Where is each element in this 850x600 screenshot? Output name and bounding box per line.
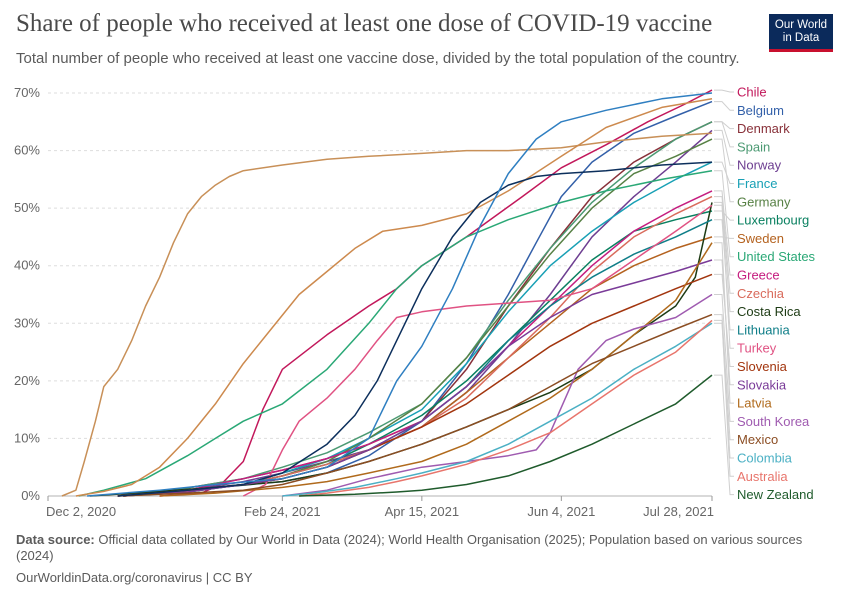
legend-connector	[714, 89, 734, 93]
legend-connector	[714, 138, 734, 203]
series-line	[117, 313, 713, 497]
line-chart: 0% 10% 20% 30% 40% 50% 60% 70% Dec 2, 2020 Feb 2…	[14, 85, 816, 520]
legend-label: Denmark	[737, 121, 790, 136]
legend-label: United States	[737, 249, 816, 264]
series-line	[282, 322, 713, 497]
logo-line-2: in Data	[782, 32, 820, 44]
legend-label: New Zealand	[737, 487, 814, 502]
series-line	[299, 319, 713, 497]
series-lines	[61, 89, 713, 497]
legend-connector	[714, 196, 734, 294]
legend-label: Sweden	[737, 231, 784, 246]
legend-connector	[714, 129, 734, 166]
legend-connector	[714, 201, 734, 313]
y-tick-label: 70%	[14, 85, 40, 100]
legend-label: France	[737, 176, 777, 191]
legend-label: Norway	[737, 158, 782, 173]
legend-label: Spain	[737, 139, 770, 154]
footer-credit[interactable]: OurWorldinData.org/coronavirus | CC BY	[16, 570, 253, 585]
legend-label: Czechia	[737, 286, 785, 301]
legend-label: Slovakia	[737, 377, 787, 392]
y-tick-label: 50%	[14, 200, 40, 215]
legend-connector	[714, 190, 734, 276]
x-tick-label: Dec 2, 2020	[46, 504, 116, 519]
legend-label: Australia	[737, 469, 788, 484]
y-tick-label: 30%	[14, 315, 40, 330]
legend: Chile Belgium Denmark Spain Norway France Germ…	[737, 85, 816, 503]
legend-connector	[714, 319, 734, 477]
x-tick-label: Apr 15, 2021	[385, 504, 459, 519]
series-line	[75, 98, 713, 497]
source-text: Official data collated by Our World in D…	[16, 532, 803, 563]
legend-connector	[714, 294, 734, 422]
series-line	[299, 374, 713, 497]
y-tick-label: 40%	[14, 258, 40, 273]
legend-label: Greece	[737, 268, 780, 283]
chart-subtitle: Total number of people who received at l…	[16, 50, 740, 67]
chart-title: Share of people who received at least on…	[16, 10, 713, 37]
legend-label: Lithuania	[737, 322, 791, 337]
y-axis: 0% 10% 20% 30% 40% 50% 60% 70%	[14, 85, 40, 503]
series-line	[123, 219, 713, 497]
legend-connector	[714, 242, 734, 404]
x-axis: Dec 2, 2020 Feb 24, 2021 Apr 15, 2021 Jun 4…	[46, 496, 714, 519]
grid-lines	[48, 92, 712, 497]
legend-connectors	[714, 89, 734, 496]
legend-label: Latvia	[737, 396, 772, 411]
series-line	[123, 259, 713, 497]
legend-connector	[714, 374, 734, 496]
series-line	[89, 202, 713, 497]
legend-label: Belgium	[737, 103, 784, 118]
y-tick-label: 10%	[14, 430, 40, 445]
series-line	[117, 100, 713, 497]
footer-source: Data source: Official data collated by O…	[16, 532, 816, 564]
legend-connector	[714, 204, 734, 349]
legend-connector	[714, 101, 734, 111]
y-tick-label: 20%	[14, 373, 40, 388]
series-line	[61, 132, 713, 497]
source-label: Data source:	[16, 532, 95, 547]
legend-label: Slovenia	[737, 359, 788, 374]
series-line	[159, 242, 713, 497]
legend-connector	[714, 170, 734, 258]
legend-label: South Korea	[737, 414, 810, 429]
x-tick-label: Jul 28, 2021	[643, 504, 714, 519]
series-line	[282, 293, 713, 497]
x-tick-label: Jun 4, 2021	[527, 504, 595, 519]
series-line	[123, 210, 713, 497]
series-line	[87, 92, 713, 497]
legend-connector	[714, 314, 734, 441]
legend-label: Chile	[737, 85, 767, 100]
series-line	[117, 161, 713, 497]
legend-connector	[714, 121, 734, 148]
legend-label: Luxembourg	[737, 213, 809, 228]
legend-label: Mexico	[737, 432, 778, 447]
legend-label: Germany	[737, 194, 791, 209]
owid-logo[interactable]: Our World in Data	[769, 14, 833, 52]
legend-label: Costa Rica	[737, 304, 801, 319]
series-line	[117, 121, 713, 497]
series-line	[117, 121, 713, 497]
series-line	[117, 195, 713, 497]
logo-line-1: Our World	[774, 19, 828, 31]
legend-label: Colombia	[737, 451, 793, 466]
x-tick-label: Feb 24, 2021	[244, 504, 321, 519]
series-line	[123, 236, 713, 497]
legend-label: Turkey	[737, 341, 777, 356]
y-tick-label: 60%	[14, 143, 40, 158]
y-tick-label: 0%	[21, 488, 40, 503]
series-line	[78, 169, 713, 497]
